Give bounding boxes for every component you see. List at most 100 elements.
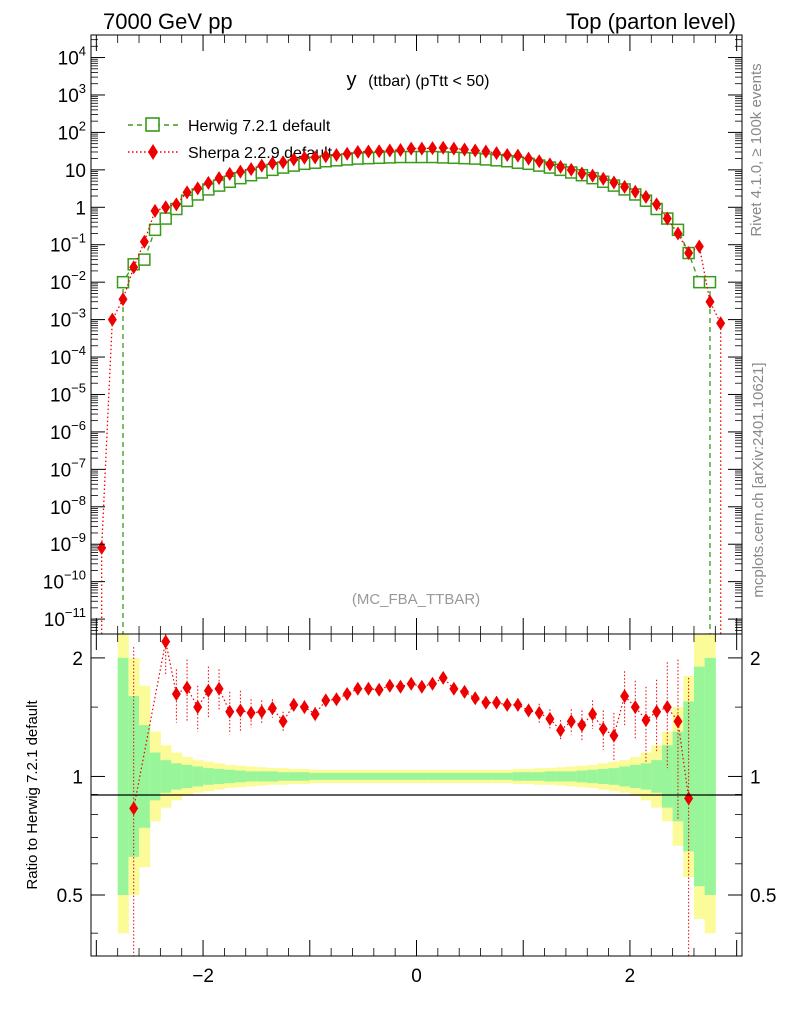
ratio-band-inner-bin xyxy=(448,773,460,780)
ratio-band-inner-bin xyxy=(192,766,204,787)
herwig-point xyxy=(159,212,172,225)
ratio-sherpa-point xyxy=(492,695,502,710)
x-tick-label: 0 xyxy=(411,966,422,987)
ratio-sherpa-point xyxy=(428,676,438,691)
sherpa-point xyxy=(481,144,491,159)
sherpa-point xyxy=(630,184,640,199)
ratio-sherpa-point xyxy=(652,704,662,719)
ratio-sherpa-point xyxy=(182,680,192,695)
sherpa-point xyxy=(417,141,427,156)
ratio-band-inner-bin xyxy=(704,657,716,895)
ratio-band-inner-bin xyxy=(128,696,140,857)
sherpa-point xyxy=(182,185,192,200)
ratio-band-inner-bin xyxy=(267,771,279,782)
y-tick-label: 10−1 xyxy=(50,231,86,257)
ratio-y-tick-label-right: 1 xyxy=(750,767,761,788)
ratio-band-inner-bin xyxy=(469,773,482,780)
x-tick-label: 2 xyxy=(625,966,636,987)
sherpa-point xyxy=(129,260,139,275)
ratio-band-inner-bin xyxy=(139,725,151,828)
y-tick-label: 104 xyxy=(58,44,86,70)
legend-herwig-label: Herwig 7.2.1 default xyxy=(188,118,331,135)
sherpa-point xyxy=(652,197,662,212)
ratio-sherpa-point xyxy=(438,670,448,685)
ratio-sherpa-point xyxy=(214,681,224,696)
ratio-band-inner-bin xyxy=(565,771,578,782)
sherpa-point xyxy=(673,226,683,241)
sherpa-point xyxy=(705,294,715,309)
sherpa-point xyxy=(684,246,694,261)
ratio-band-inner-bin xyxy=(651,760,663,793)
sherpa-point xyxy=(598,171,608,186)
sherpa-point xyxy=(449,141,459,156)
sherpa-point xyxy=(214,171,224,186)
header-left-label: 7000 GeV pp xyxy=(103,9,233,34)
ratio-band-inner-bin xyxy=(480,773,492,780)
ratio-sherpa-point xyxy=(588,707,598,722)
ratio-band-inner-bin xyxy=(352,773,364,780)
ratio-sherpa-point xyxy=(598,721,608,736)
sherpa-point xyxy=(342,146,352,161)
sherpa-point xyxy=(203,175,213,190)
ratio-band-inner-bin xyxy=(373,773,385,780)
ratio-band-inner-bin xyxy=(117,657,129,895)
ratio-band-inner-bin xyxy=(203,768,215,785)
ratio-band-inner-bin xyxy=(299,772,311,781)
ratio-band-inner-bin xyxy=(512,772,524,781)
ratio-band-inner-bin xyxy=(235,770,247,783)
sherpa-point xyxy=(534,154,544,169)
sherpa-line xyxy=(101,147,722,634)
ratio-band-inner-bin xyxy=(405,773,417,780)
sherpa-point xyxy=(513,148,523,163)
ratio-band-inner-bin xyxy=(171,763,183,790)
herwig-point xyxy=(693,275,706,289)
ratio-sherpa-point xyxy=(641,713,651,728)
herwig-series xyxy=(116,150,717,634)
ratio-band-inner-bin xyxy=(341,773,353,780)
ratio-sherpa-point xyxy=(566,714,576,729)
ratio-band-inner-bin xyxy=(160,760,172,793)
sherpa-point xyxy=(363,144,373,159)
ratio-sherpa-point xyxy=(310,707,320,722)
y-tick-label: 10−9 xyxy=(50,530,86,556)
ratio-sherpa-point xyxy=(460,684,470,699)
rivet-version-label: Rivet 4.1.0, ≥ 100k events xyxy=(748,63,765,236)
ratio-band-inner-bin xyxy=(523,772,535,781)
ratio-band-inner-bin xyxy=(181,764,193,789)
ratio-band-inner-bin xyxy=(597,768,610,784)
ratio-sherpa-point xyxy=(630,700,640,715)
herwig-point xyxy=(116,275,130,289)
ratio-band-inner-bin xyxy=(661,745,674,808)
ratio-y-axis-label: Ratio to Herwig 7.2.1 default xyxy=(24,700,41,890)
x-tick-label: −2 xyxy=(192,966,214,987)
ratio-sherpa-point xyxy=(161,634,171,649)
ratio-sherpa-point xyxy=(449,681,459,696)
ratio-band-inner-bin xyxy=(288,772,300,781)
ratio-sherpa-point xyxy=(363,681,373,696)
ratio-band-inner-bin xyxy=(309,773,321,780)
ratio-band-inner-bin xyxy=(320,773,332,780)
sherpa-point xyxy=(438,140,448,155)
ratio-band-inner-bin xyxy=(245,771,257,782)
sherpa-point xyxy=(118,292,128,307)
main-plot-area xyxy=(97,140,726,634)
ratio-band-inner-bin xyxy=(224,769,236,784)
ratio-band-inner-bin xyxy=(576,770,588,783)
plot-title: y (ttbar) (pTtt < 50) xyxy=(347,69,490,91)
ratio-sherpa-point xyxy=(225,704,235,719)
ratio-band-inner-bin xyxy=(416,773,428,780)
header-right-label: Top (parton level) xyxy=(566,9,736,34)
sherpa-point xyxy=(107,312,117,327)
sherpa-point xyxy=(225,166,235,181)
ratio-band-inner-bin xyxy=(619,766,631,787)
sherpa-point xyxy=(492,146,502,161)
ratio-sherpa-point xyxy=(545,711,555,726)
ratio-band-inner-bin xyxy=(149,752,161,801)
ratio-sherpa-point xyxy=(417,679,427,694)
sherpa-point xyxy=(257,158,267,173)
ratio-y-tick-label: 0.5 xyxy=(57,886,83,907)
mcplots-source-label: mcplots.cern.ch [arXiv:2401.10621] xyxy=(750,362,767,597)
ratio-sherpa-point xyxy=(406,676,416,691)
ratio-sherpa-point xyxy=(331,692,341,707)
ratio-sherpa-point xyxy=(129,801,139,816)
